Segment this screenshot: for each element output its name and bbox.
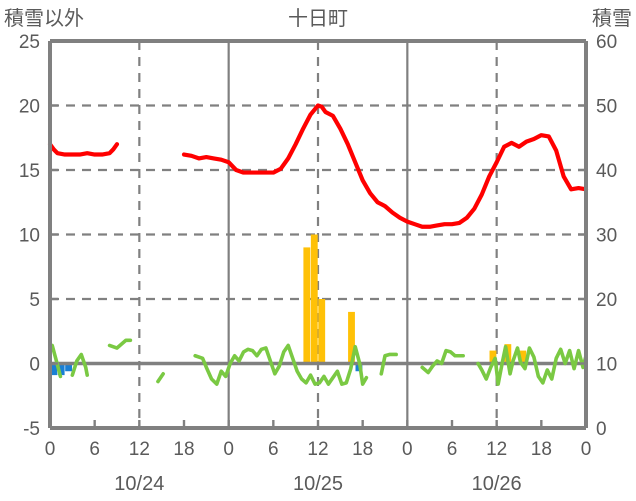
- tick-label-bottom: 18: [352, 439, 373, 460]
- tick-label-right: 40: [596, 161, 617, 182]
- tick-label-left: -5: [23, 419, 40, 440]
- line-wind: [193, 343, 369, 386]
- bar-precipitation: [303, 247, 311, 364]
- tick-label-right: 60: [596, 32, 617, 53]
- tick-label-left: 0: [29, 355, 40, 376]
- bar-precipitation: [310, 234, 318, 364]
- tick-label-right: 20: [596, 290, 617, 311]
- tick-label-left: 10: [19, 226, 40, 247]
- tick-label-left: 5: [29, 290, 40, 311]
- tick-label-bottom: 0: [402, 439, 413, 460]
- chart-title: 十日町: [288, 8, 348, 30]
- tick-label-bottom: 12: [307, 439, 328, 460]
- tick-label-bottom: 0: [223, 439, 234, 460]
- bar-negative: [65, 363, 73, 372]
- right-axis-title: 積雪: [592, 8, 632, 30]
- tick-label-left: 20: [19, 97, 40, 118]
- line-wind: [420, 348, 465, 375]
- tick-label-bottom: 12: [129, 439, 150, 460]
- tick-label-bottom: 0: [581, 439, 592, 460]
- bar-precipitation: [519, 350, 527, 364]
- tick-label-bottom: 0: [45, 439, 56, 460]
- line-wind: [50, 343, 63, 379]
- bar-negative: [50, 363, 58, 376]
- tick-label-bottom: 6: [268, 439, 279, 460]
- date-label: 10/25: [293, 473, 343, 495]
- date-label: 10/26: [472, 473, 522, 495]
- line-wind: [107, 338, 133, 350]
- line-wind: [156, 372, 165, 384]
- bar-precipitation: [318, 299, 326, 364]
- line-temperature: [47, 142, 120, 157]
- tick-label-bottom: 18: [531, 439, 552, 460]
- tick-label-right: 50: [596, 97, 617, 118]
- bar-precipitation: [348, 311, 355, 364]
- tick-label-left: 15: [19, 161, 40, 182]
- bar-precipitation: [489, 350, 497, 364]
- line-wind: [70, 352, 90, 377]
- tick-label-right: 30: [596, 226, 617, 247]
- line-temperature: [181, 103, 589, 229]
- tick-label-bottom: 12: [486, 439, 507, 460]
- line-wind: [379, 352, 398, 376]
- tick-label-bottom: 18: [173, 439, 194, 460]
- bar-negative: [57, 363, 65, 376]
- tick-label-left: 25: [19, 32, 40, 53]
- tick-label-right: 0: [596, 419, 607, 440]
- date-label: 10/24: [114, 473, 164, 495]
- tick-label-bottom: 6: [89, 439, 100, 460]
- tick-label-bottom: 6: [447, 439, 458, 460]
- tick-label-right: 10: [596, 355, 617, 376]
- left-axis-title: 積雪以外: [4, 8, 84, 30]
- line-wind: [476, 344, 588, 386]
